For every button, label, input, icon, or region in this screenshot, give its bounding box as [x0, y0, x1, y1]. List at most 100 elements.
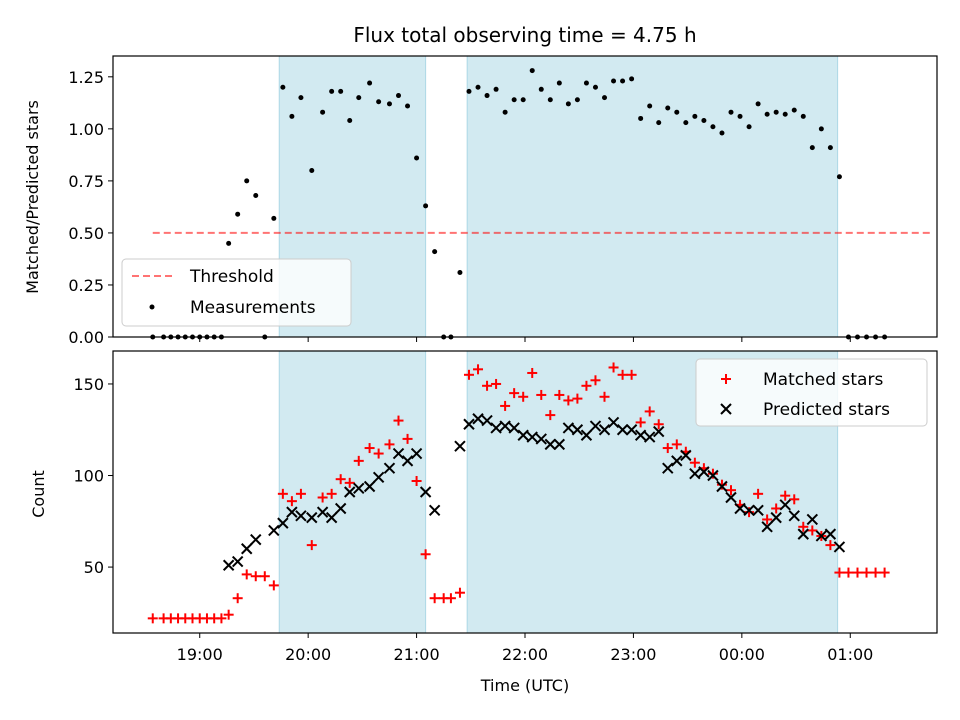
measurement-point: [565, 101, 571, 107]
predicted-star-point: [761, 521, 773, 533]
matched-star-point: [834, 567, 845, 578]
predicted-star-point: [250, 533, 262, 546]
matched-star-point: [454, 587, 465, 598]
cross-stroke-b: [463, 418, 475, 430]
matched-star-point: [635, 417, 646, 428]
cross-stroke-b: [499, 420, 511, 432]
cross-stroke-b: [392, 447, 405, 460]
predicted-star-point: [716, 480, 728, 493]
cross-stroke-b: [526, 431, 538, 443]
matched-star-point: [384, 439, 395, 450]
matched-star-point: [789, 494, 800, 505]
matched-star-point: [500, 400, 511, 411]
predicted-star-point: [544, 438, 557, 451]
matched-star-point: [590, 375, 601, 386]
predicted-star-point: [625, 424, 638, 436]
predicted-star-point: [598, 424, 611, 436]
cross-stroke-b: [316, 506, 329, 518]
legend-measurements-swatch: [149, 304, 155, 310]
cross-stroke-b: [580, 429, 593, 441]
measurement-point: [386, 101, 392, 107]
y-tick-label: 0.50: [68, 224, 104, 243]
y-tick-label: 150: [73, 375, 104, 394]
measurement-point: [611, 78, 617, 84]
predicted-star-point: [824, 528, 837, 540]
measurement-point: [755, 101, 761, 107]
cross-stroke-b: [250, 533, 262, 546]
predicted-star-point: [662, 462, 674, 474]
measurement-point: [728, 109, 734, 115]
cross-stroke-b: [517, 429, 529, 441]
matched-star-point: [250, 571, 261, 582]
cross-stroke-b: [231, 555, 244, 568]
cross-stroke-b: [383, 462, 396, 474]
measurement-point: [235, 211, 241, 217]
matched-star-point: [393, 415, 404, 426]
cross-stroke-b: [372, 471, 385, 484]
matched-star-point: [825, 540, 836, 551]
predicted-star-point: [707, 469, 719, 482]
predicted-star-point: [353, 482, 365, 495]
cross-stroke-b: [472, 413, 484, 425]
cross-stroke-b: [589, 420, 602, 432]
measurement-point: [592, 84, 598, 90]
measurement-point: [475, 84, 481, 90]
predicted-star-point: [372, 471, 385, 484]
cross-stroke-b: [680, 449, 692, 462]
x-tick-label: 00:00: [719, 645, 765, 664]
cross-stroke-b: [734, 502, 746, 515]
cross-stroke-b: [824, 528, 837, 540]
matched-star-point: [726, 485, 736, 496]
measurement-point: [414, 155, 420, 161]
y-tick-label: 1.25: [68, 68, 104, 87]
cross-stroke-b: [598, 424, 611, 436]
cross-stroke-b: [815, 530, 828, 542]
cross-stroke-b: [344, 486, 356, 498]
cross-stroke-b: [419, 486, 432, 498]
measurement-point: [674, 109, 680, 115]
measurement-point: [583, 80, 589, 86]
matched-star-point: [753, 488, 764, 499]
measurement-point: [356, 95, 362, 101]
matched-star-point: [306, 540, 317, 551]
predicted-star-point: [797, 528, 809, 540]
matched-star-point: [420, 549, 431, 560]
predicted-star-point: [325, 511, 338, 524]
measurement-point: [773, 109, 779, 115]
measurement-point: [638, 115, 644, 121]
predicted-star-point: [419, 486, 432, 498]
top-legend-box: [121, 258, 352, 327]
matched-star-point: [879, 567, 890, 578]
measurement-point: [502, 109, 508, 115]
measurement-point: [692, 113, 698, 119]
cross-stroke-b: [761, 521, 773, 533]
legend-predicted-marker: [720, 403, 732, 415]
cross-stroke-b: [306, 511, 318, 524]
measurement-point: [836, 174, 842, 180]
cross-stroke-b: [353, 482, 365, 495]
legend-measurements-label: Measurements: [190, 298, 316, 318]
measurement-point: [710, 124, 716, 130]
matched-star-point: [527, 367, 538, 378]
measurement-point: [538, 86, 544, 92]
cross-stroke-b: [743, 504, 755, 517]
predicted-star-point: [454, 440, 466, 452]
matched-star-point: [491, 378, 502, 389]
cross-stroke-b: [689, 467, 701, 480]
predicted-star-point: [383, 462, 396, 474]
measurement-point: [665, 105, 671, 111]
measurement-point: [764, 111, 770, 117]
x-tick-label: 01:00: [827, 645, 873, 664]
matched-star-point: [852, 567, 863, 578]
matched-star-point: [744, 507, 755, 518]
cross-stroke-b: [625, 424, 638, 436]
measurement-point: [719, 130, 725, 136]
cross-stroke-b: [295, 510, 307, 522]
measurement-point: [347, 118, 353, 124]
matched-star-point: [445, 593, 456, 604]
predicted-star-point: [553, 438, 566, 451]
predicted-star-point: [671, 455, 683, 467]
matched-star-point: [473, 364, 484, 375]
measurement-point: [271, 215, 277, 221]
measurement-point: [556, 80, 562, 86]
